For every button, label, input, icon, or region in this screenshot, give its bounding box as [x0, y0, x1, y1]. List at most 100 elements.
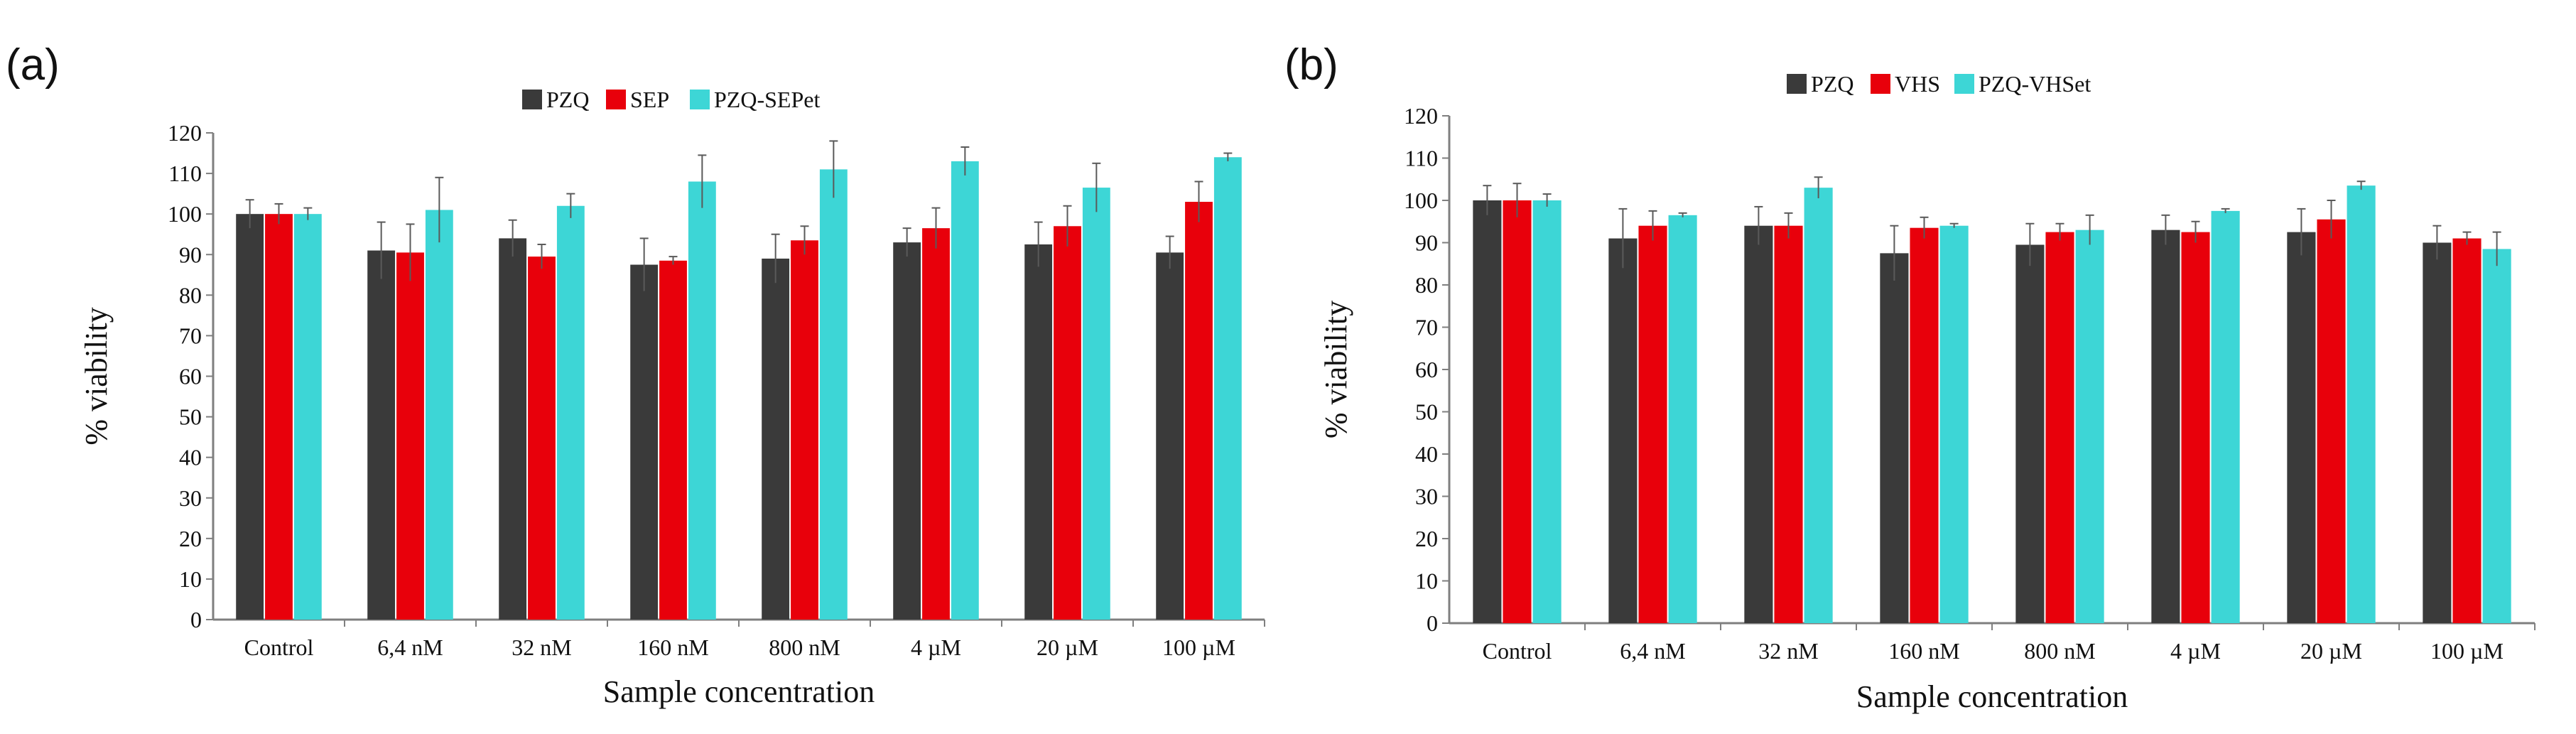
- legend-label-pzq-vhset: PZQ-VHSet: [1979, 71, 2091, 97]
- x-tick-label: 160 nM: [1888, 638, 1959, 664]
- y-tick-label: 60: [179, 364, 202, 389]
- bar-vhs: [1638, 225, 1667, 623]
- bar-pzq-sepet: [1213, 157, 1242, 620]
- bar-pzq: [630, 264, 659, 620]
- bar-pzq-vhset: [2347, 185, 2376, 623]
- y-tick-label: 80: [1415, 272, 1438, 298]
- bar-pzq: [499, 238, 527, 620]
- legend-label-pzq: PZQ: [546, 87, 589, 112]
- legend-label-vhs: VHS: [1895, 71, 1940, 97]
- x-axis-title: Sample concentration: [1856, 679, 2128, 714]
- y-axis-title: % viability: [1319, 301, 1353, 438]
- y-tick-label: 100: [168, 201, 202, 227]
- y-tick-label: 120: [168, 120, 202, 146]
- bar-pzq-vhset: [1532, 200, 1562, 623]
- x-tick-label: 800 nM: [769, 635, 840, 660]
- x-tick-label: 160 nM: [637, 635, 708, 660]
- y-tick-label: 80: [179, 282, 202, 308]
- legend-label-sep: SEP: [630, 87, 669, 112]
- y-tick-label: 100: [1404, 188, 1438, 213]
- bar-pzq-sepet: [556, 205, 585, 620]
- bar-sep: [528, 257, 556, 620]
- bar-sep: [396, 252, 424, 620]
- chart-panel-b: 0 10 20 30 40 50 60 70 80 90 100 110 120 Control 6,4 n…: [1319, 71, 2536, 714]
- legend: PZQ SEP PZQ-SEPet: [522, 87, 820, 112]
- y-tick-label: 90: [1415, 230, 1438, 256]
- x-tick-label: Control: [244, 635, 314, 660]
- bar-vhs: [2045, 232, 2074, 623]
- bar-pzq: [2287, 232, 2316, 623]
- bar-sep: [265, 214, 293, 620]
- bar-vhs: [2181, 232, 2210, 623]
- bar-sep: [1185, 202, 1213, 620]
- bar-pzq-sepet: [293, 214, 322, 620]
- y-tick-label: 0: [190, 607, 202, 632]
- y-tick-label: 20: [179, 526, 202, 551]
- x-tick-label: Control: [1483, 638, 1552, 664]
- panel-letter-b: (b): [1284, 41, 1338, 90]
- legend-swatch-sep: [606, 90, 626, 109]
- x-tick-label: 32 nM: [512, 635, 571, 660]
- bar-pzq-sepet: [1082, 188, 1110, 620]
- bar-pzq-vhset: [2211, 210, 2240, 623]
- bar-pzq-vhset: [2482, 249, 2511, 623]
- bar-sep: [1054, 226, 1081, 620]
- bar-pzq-sepet: [819, 169, 848, 620]
- bar-sep: [659, 260, 687, 620]
- bar-pzq-sepet: [688, 181, 716, 620]
- bar-pzq: [1024, 244, 1053, 620]
- bar-vhs: [1910, 227, 1939, 623]
- y-tick-label: 50: [1415, 399, 1438, 425]
- legend-label-pzq: PZQ: [1811, 71, 1853, 97]
- y-tick-label: 30: [1415, 484, 1438, 509]
- bar-pzq: [367, 250, 396, 620]
- bar-pzq: [893, 242, 921, 620]
- bar-pzq: [1608, 238, 1638, 623]
- bar-vhs: [2452, 238, 2482, 623]
- x-axis-title: Sample concentration: [603, 674, 875, 709]
- y-tick-label: 20: [1415, 526, 1438, 551]
- x-tick-label: 4 µM: [2170, 638, 2221, 664]
- bar-pzq-sepet: [951, 161, 979, 620]
- bar-pzq: [1744, 225, 1773, 623]
- bar-sep: [922, 228, 950, 620]
- x-tick-label: 6,4 nM: [1620, 638, 1685, 664]
- bar-vhs: [1503, 200, 1532, 623]
- y-tick-label: 50: [179, 404, 202, 430]
- y-tick-label: 40: [179, 445, 202, 470]
- y-tick-label: 90: [179, 242, 202, 267]
- y-tick-label: 0: [1427, 610, 1438, 636]
- legend-swatch-pzq-sepet: [690, 90, 710, 109]
- x-tick-label: 32 nM: [1758, 638, 1818, 664]
- y-tick-label: 10: [1415, 568, 1438, 594]
- bar-pzq: [2423, 242, 2452, 623]
- legend-swatch-vhs: [1871, 74, 1890, 94]
- x-tick-label: 4 µM: [911, 635, 961, 660]
- legend-swatch-pzq: [1787, 74, 1807, 94]
- x-tick-label: 100 µM: [1162, 635, 1235, 660]
- bar-pzq: [2151, 230, 2180, 623]
- bar-pzq-vhset: [1939, 225, 1969, 623]
- y-tick-label: 60: [1415, 357, 1438, 382]
- y-tick-label: 110: [1405, 146, 1438, 171]
- legend: PZQ VHS PZQ-VHSet: [1787, 71, 2091, 97]
- y-tick-label: 120: [1404, 103, 1438, 129]
- bar-pzq-vhset: [2075, 230, 2104, 623]
- y-tick-label: 30: [179, 485, 202, 511]
- bar-pzq: [236, 214, 264, 620]
- y-tick-label: 10: [179, 566, 202, 592]
- legend-label-pzq-sepet: PZQ-SEPet: [714, 87, 820, 112]
- x-tick-label: 6,4 nM: [377, 635, 443, 660]
- legend-swatch-pzq: [522, 90, 542, 109]
- chart-panel-a: 0 10 20 30 40 50 60 70 80 90 100 110 120 Control 6,4 n…: [79, 87, 1265, 709]
- y-tick-label: 40: [1415, 441, 1438, 467]
- y-tick-label: 70: [179, 323, 202, 348]
- bar-vhs: [2317, 219, 2346, 623]
- bar-sep: [791, 240, 818, 620]
- x-tick-label: 800 nM: [2024, 638, 2095, 664]
- x-tick-label: 20 µM: [1037, 635, 1098, 660]
- bar-pzq: [2015, 244, 2045, 624]
- y-tick-label: 70: [1415, 315, 1438, 340]
- y-tick-label: 110: [168, 161, 202, 186]
- legend-swatch-pzq-vhset: [1954, 74, 1974, 94]
